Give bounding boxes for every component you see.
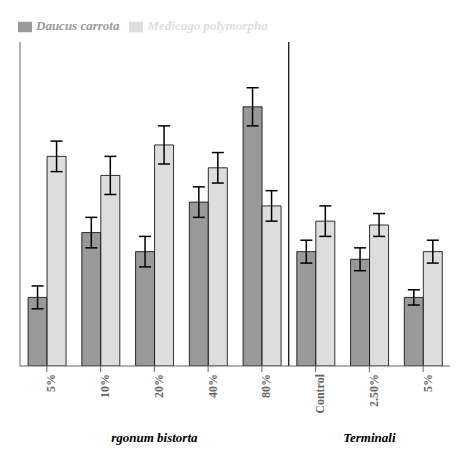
svg-text:Control: Control [313, 373, 327, 413]
html-text:Terminali: Terminali [343, 430, 396, 445]
html-text:Medicago polymorpha: Medicago polymorpha [147, 18, 268, 33]
svg-text:10%: 10% [98, 374, 112, 398]
svg-text:40%: 40% [206, 374, 220, 398]
svg-text:5%: 5% [421, 374, 435, 392]
html-text:Daucus carrota: Daucus carrota [36, 18, 120, 33]
html-text:rgonum bistorta: rgonum bistorta [111, 430, 198, 445]
svg-text:80%: 80% [259, 374, 273, 398]
svg-text:5%: 5% [44, 374, 58, 392]
svg-text:2.50%: 2.50% [367, 374, 381, 407]
svg-text:20%: 20% [152, 374, 166, 398]
